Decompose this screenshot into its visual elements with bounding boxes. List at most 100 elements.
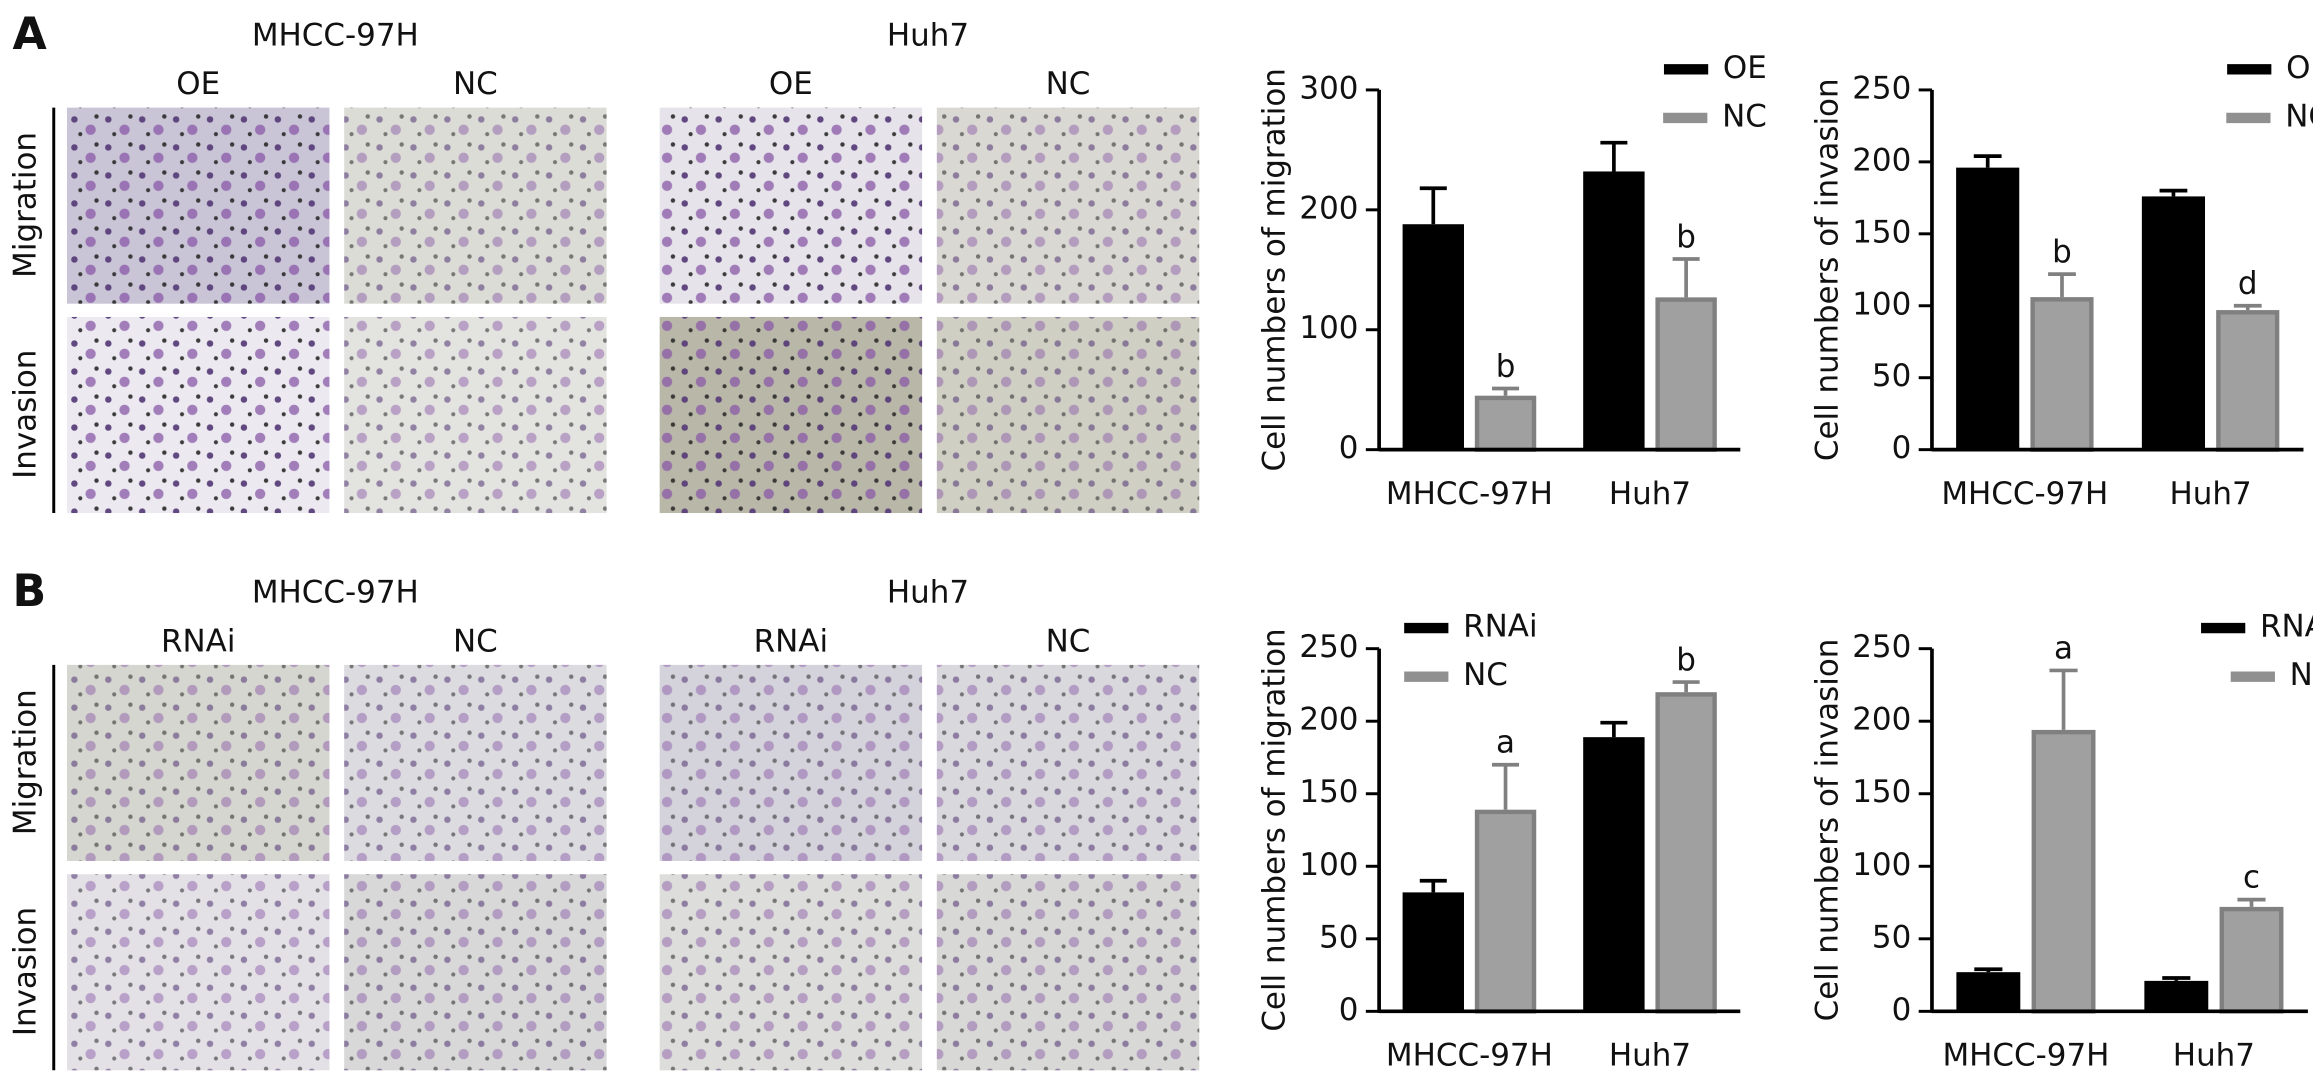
- micrograph-cells: [936, 316, 1200, 514]
- y-axis-label: Cell numbers of migration: [1256, 628, 1292, 1031]
- micrograph-cells: [344, 316, 607, 514]
- legend-label: RNAi: [2260, 609, 2313, 645]
- column-label: NC: [453, 623, 498, 659]
- significance-label: b: [1676, 219, 1696, 255]
- micrograph-cells: [659, 107, 923, 304]
- y-tick-label: 250: [1299, 629, 1358, 665]
- micrograph-cells: [344, 107, 607, 304]
- panel-label: B: [12, 566, 46, 617]
- column-label: OE: [769, 66, 813, 102]
- y-tick-label: 100: [1299, 310, 1358, 346]
- micrograph-cells: [659, 874, 923, 1071]
- micrograph-cells: [67, 874, 330, 1071]
- y-tick-label: 200: [1299, 190, 1358, 226]
- y-tick-label: 150: [1299, 774, 1358, 810]
- legend-label: NC: [1463, 657, 1508, 693]
- legend-label: NC: [1722, 98, 1767, 134]
- bar: [1583, 737, 1645, 1012]
- micrograph-cells: [344, 664, 607, 861]
- y-axis-label: Cell numbers of invasion: [1809, 639, 1845, 1022]
- bar: [1402, 224, 1464, 450]
- row-label: Migration: [8, 132, 44, 278]
- y-axis-label: Cell numbers of migration: [1256, 68, 1292, 471]
- column-label: RNAi: [161, 623, 235, 659]
- row-label: Migration: [8, 689, 44, 835]
- row-label: Invasion: [8, 907, 44, 1036]
- x-tick-label: Huh7: [2170, 476, 2252, 512]
- group-title: MHCC-97H: [252, 575, 419, 611]
- column-label: NC: [1046, 66, 1091, 102]
- group-title: MHCC-97H: [252, 17, 419, 53]
- y-tick-label: 50: [1872, 919, 1911, 955]
- x-tick-label: MHCC-97H: [1386, 476, 1553, 512]
- y-axis-label: Cell numbers of invasion: [1809, 78, 1845, 461]
- y-tick-label: 250: [1852, 629, 1911, 665]
- legend-label: OE: [2286, 50, 2313, 86]
- x-tick-label: Huh7: [1609, 1038, 1691, 1074]
- significance-label: b: [2052, 234, 2072, 270]
- bar: [2216, 310, 2280, 452]
- y-tick-label: 200: [1852, 142, 1911, 178]
- y-tick-label: 150: [1852, 774, 1911, 810]
- x-tick-label: MHCC-97H: [1941, 476, 2108, 512]
- bar: [1402, 892, 1464, 1012]
- y-tick-label: 0: [1892, 430, 1912, 466]
- legend-label: NC: [2285, 98, 2313, 134]
- group-title: Huh7: [887, 575, 969, 611]
- y-tick-label: 50: [1872, 358, 1911, 394]
- significance-label: b: [1676, 642, 1696, 678]
- micrograph-cells: [936, 874, 1200, 1071]
- column-label: NC: [1046, 623, 1091, 659]
- bar: [1956, 167, 2020, 450]
- bar: [2030, 297, 2094, 452]
- row-label: Invasion: [8, 350, 44, 479]
- y-tick-label: 300: [1299, 70, 1358, 106]
- x-tick-label: MHCC-97H: [1386, 1038, 1553, 1074]
- micrograph-cells: [936, 107, 1200, 304]
- x-tick-label: MHCC-97H: [1942, 1038, 2109, 1074]
- significance-label: c: [2243, 859, 2260, 895]
- legend-label: NC: [2290, 657, 2313, 693]
- x-tick-label: Huh7: [2173, 1038, 2255, 1074]
- micrograph-cells: [67, 664, 330, 861]
- micrograph-cells: [67, 107, 330, 304]
- bar: [2144, 980, 2209, 1012]
- legend-label: OE: [1723, 50, 1767, 86]
- bar: [2031, 729, 2096, 1014]
- significance-label: a: [1496, 725, 1515, 761]
- y-tick-label: 250: [1852, 70, 1911, 106]
- column-label: NC: [453, 66, 498, 102]
- column-label: RNAi: [754, 623, 828, 659]
- bar: [1655, 692, 1717, 1014]
- bar: [1956, 972, 2021, 1012]
- significance-label: a: [2054, 630, 2073, 666]
- panel-label: A: [12, 9, 46, 60]
- y-tick-label: 0: [1339, 430, 1359, 466]
- y-tick-label: 150: [1852, 214, 1911, 250]
- bar: [2141, 196, 2206, 450]
- micrograph-cells: [659, 316, 923, 514]
- y-tick-label: 0: [1892, 992, 1912, 1028]
- y-tick-label: 0: [1339, 992, 1359, 1028]
- significance-label: d: [2238, 266, 2258, 302]
- group-title: Huh7: [887, 17, 969, 53]
- bar: [1474, 395, 1537, 452]
- x-tick-label: Huh7: [1609, 476, 1691, 512]
- y-tick-label: 200: [1299, 702, 1358, 738]
- micrograph-cells: [659, 664, 923, 861]
- bar: [1583, 171, 1645, 450]
- y-tick-label: 100: [1852, 847, 1911, 883]
- y-tick-label: 200: [1852, 702, 1911, 738]
- y-tick-label: 50: [1319, 919, 1358, 955]
- bar: [1655, 297, 1717, 452]
- y-tick-label: 100: [1299, 847, 1358, 883]
- significance-label: b: [1496, 348, 1516, 384]
- micrograph-cells: [67, 316, 330, 514]
- y-tick-label: 100: [1852, 286, 1911, 322]
- bar: [2219, 906, 2284, 1014]
- micrograph-cells: [936, 664, 1200, 861]
- legend-label: RNAi: [1463, 609, 1537, 645]
- bar: [1474, 809, 1537, 1014]
- micrograph-cells: [344, 874, 607, 1071]
